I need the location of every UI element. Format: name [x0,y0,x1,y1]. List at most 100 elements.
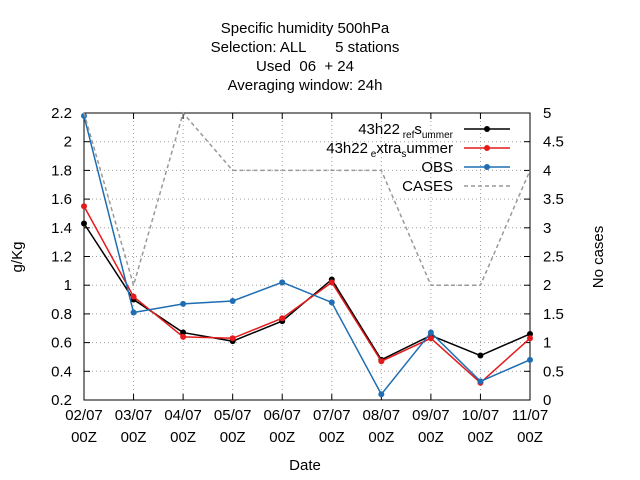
y2-tick-label: 0 [543,392,551,409]
y-tick-label: 1.8 [51,162,72,179]
data-point [81,203,87,210]
legend-marker [484,145,490,151]
grid [84,113,530,400]
legend-label-part: ref [400,130,415,141]
y2-tick-label: 2 [543,277,551,294]
x-tick-label: 00Z [468,429,494,446]
x-tick-label: 00Z [71,429,97,446]
data-point [477,352,484,359]
legend-label-part: xtra [376,140,402,157]
legend-label: 43h22 extrasummer [326,140,453,160]
data-point [527,330,533,337]
legend-label-part: 43h22 [358,121,400,138]
x-tick-label: 10/07 [462,407,500,424]
legend-label-part: e [368,149,377,160]
y2-tick-label: 4.5 [543,134,564,151]
data-point [130,293,137,300]
y-tick-label: 1.4 [51,220,72,237]
y2-tick-label: 5 [543,105,551,122]
series-line [83,111,531,288]
series-line [83,115,531,396]
chart-title: Specific humidity 500hPa Selection: ALL 5… [211,20,400,94]
y-tick-label: 1 [64,277,72,294]
legend-label-part: 43h22 [326,140,368,157]
data-point [328,279,335,286]
legend-label: 43h22 refsummer [358,121,453,141]
x-tick-label: 00Z [418,429,444,446]
y-tick-label: 1.6 [51,191,72,208]
data-point [130,309,137,316]
x-tick-label: 11/07 [512,407,548,424]
data-point [527,356,533,363]
series-obs [81,112,533,398]
x-tick-label: 00Z [368,429,394,446]
x-tick-label: 00Z [517,429,543,446]
y2-tick-label: 4 [543,162,551,179]
data-point [328,299,335,306]
x-tick-label: 00Z [269,429,295,446]
y2-tick-label: 0.5 [543,363,564,380]
y2-tick-label: 3.5 [543,191,564,208]
x-tick-label: 08/07 [363,407,401,424]
title-line: Selection: ALL 5 stations [211,39,400,56]
x-tick-label: 05/07 [214,407,252,424]
title-line: Averaging window: 24h [228,77,383,94]
legend-entry: CASES [402,178,510,195]
data-point [279,315,286,322]
y-axis-label: g/Kg [9,242,26,273]
x-tick-label: 02/07 [65,407,103,424]
y-tick-label: 1.2 [51,249,72,266]
y2-tick-label: 1.5 [543,306,564,323]
data-point [180,329,187,336]
x-tick-label: 00Z [319,429,345,446]
legend-label-part: ummer [406,140,453,157]
data-point [427,335,434,342]
x-tick-label: 06/07 [263,407,301,424]
y-tick-label: 0.6 [51,335,72,352]
x-tick-label: 09/07 [412,407,450,424]
y2-axis-label: No cases [590,226,607,289]
data-point [427,329,434,336]
x-tick-label: 07/07 [313,407,351,424]
y-tick-label: 0.2 [51,392,72,409]
data-point [180,300,187,307]
y-tick-label: 2 [64,134,72,151]
plot-frame [83,112,531,401]
series-layer [81,111,533,398]
y-tick-label: 0.8 [51,306,72,323]
series-cases [83,111,531,288]
data-point [477,378,484,385]
series-line [83,205,531,384]
x-axis-label: Date [289,457,321,474]
legend-label-part: s [401,149,406,160]
data-point [229,335,236,342]
x-tick-label: 00Z [170,429,196,446]
legend-label: OBS [421,159,453,176]
legend-label-part: ummer [422,130,454,141]
legend-entry: 43h22 extrasummer [326,140,510,160]
data-point [279,279,286,286]
y-tick-label: 0.4 [51,363,72,380]
legend-label: CASES [402,178,453,195]
data-point [81,220,87,227]
data-point [527,335,533,342]
data-point [378,391,385,398]
title-line: Specific humidity 500hPa [221,20,390,37]
y2-tick-label: 1 [543,335,551,352]
title-line: Used 06 + 24 [256,58,354,75]
x-tick-label: 04/07 [164,407,202,424]
data-point [229,297,236,304]
legend-marker [484,126,490,132]
legend-label-part: s [414,121,422,138]
x-tick-label: 00Z [220,429,246,446]
data-point [378,358,385,365]
legend-entry: OBS [421,159,510,176]
axis-ticks: 0.2 0.4 0.6 0.8 1 1.2 1.4 1.6 1.8 2 2.2 0 0.5 1 1.5 2 2.… [51,105,564,446]
legend-marker [484,164,490,170]
x-tick-label: 00Z [121,429,147,446]
data-point [81,112,87,119]
y-tick-label: 2.2 [51,105,72,122]
y2-tick-label: 3 [543,220,551,237]
